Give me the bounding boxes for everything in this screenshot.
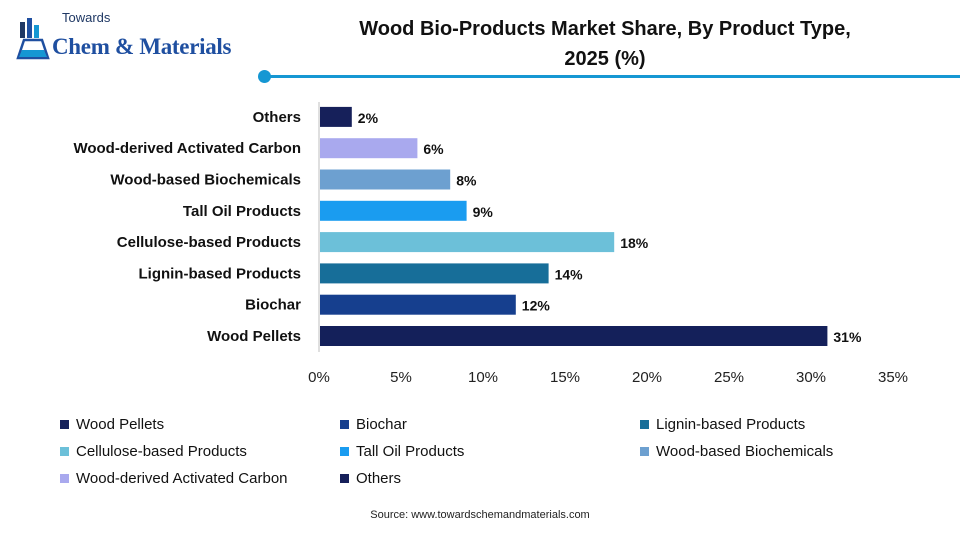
source-note: Source: www.towardschemandmaterials.com xyxy=(370,509,590,521)
bar-biochar xyxy=(320,294,516,315)
x-tick-label: 35% xyxy=(878,369,908,386)
legend-swatch xyxy=(640,420,649,429)
legend-swatch xyxy=(60,474,69,483)
legend-swatch xyxy=(340,447,349,456)
legend-item-cellulose-based-products: Cellulose-based Products xyxy=(60,443,247,460)
value-label-wood-derived-activated-carbon: 6% xyxy=(423,141,444,157)
legend-label: Wood-based Biochemicals xyxy=(656,443,834,460)
chart-title: Wood Bio-Products Market Share, By Produ… xyxy=(300,14,910,74)
brand-logo: Towards Chem & Materials xyxy=(10,8,260,68)
legend-item-others: Others xyxy=(340,470,401,487)
legend-item-lignin-based-products: Lignin-based Products xyxy=(640,416,805,433)
title-rule-dot xyxy=(258,70,271,83)
bar-wood-pellets xyxy=(320,326,828,346)
x-tick-label: 30% xyxy=(796,369,826,386)
bar-chart: Wood Pellets 31% Biochar 12% Lignin-based Pr… xyxy=(73,102,908,386)
category-label-wood-based-biochemicals: Wood-based Biochemicals xyxy=(110,172,301,189)
bar-wood-based-biochemicals xyxy=(320,169,451,190)
legend-item-wood-derived-activated-carbon: Wood-derived Activated Carbon xyxy=(60,470,288,487)
value-label-tall-oil-products: 9% xyxy=(473,204,494,220)
legend-label: Tall Oil Products xyxy=(356,443,465,460)
flask-icon xyxy=(16,18,50,60)
legend-swatch xyxy=(340,420,349,429)
value-label-cellulose-based-products: 18% xyxy=(620,235,649,251)
x-tick-label: 0% xyxy=(308,369,330,386)
value-label-others: 2% xyxy=(358,110,379,126)
logo-subtitle: Towards xyxy=(62,10,111,25)
legend-label: Wood-derived Activated Carbon xyxy=(76,470,288,487)
legend-label: Others xyxy=(356,470,402,487)
legend-label: Biochar xyxy=(356,416,407,433)
bar-others xyxy=(320,106,352,127)
legend-item-biochar: Biochar xyxy=(340,416,407,433)
chart-title-line-2: 2025 (%) xyxy=(564,48,646,70)
bar-cellulose-based-products xyxy=(320,232,615,253)
legend-label: Wood Pellets xyxy=(76,416,165,433)
value-label-wood-pellets: 31% xyxy=(833,329,862,345)
value-label-wood-based-biochemicals: 8% xyxy=(456,173,477,189)
legend-item-tall-oil-products: Tall Oil Products xyxy=(340,443,464,460)
x-tick-label: 15% xyxy=(550,369,580,386)
category-label-wood-derived-activated-carbon: Wood-derived Activated Carbon xyxy=(73,140,301,157)
legend-item-wood-pellets: Wood Pellets xyxy=(60,416,164,433)
x-tick-label: 25% xyxy=(714,369,744,386)
category-label-wood-pellets: Wood Pellets xyxy=(207,328,301,345)
legend-swatch xyxy=(60,420,69,429)
legend-swatch xyxy=(340,474,349,483)
legend-item-wood-based-biochemicals: Wood-based Biochemicals xyxy=(640,443,833,460)
bar-wood-derived-activated-carbon xyxy=(320,138,418,159)
legend-swatch xyxy=(60,447,69,456)
legend-label: Cellulose-based Products xyxy=(76,443,247,460)
category-label-cellulose-based-products: Cellulose-based Products xyxy=(117,234,301,251)
x-tick-label: 20% xyxy=(632,369,662,386)
x-tick-label: 5% xyxy=(390,369,412,386)
x-tick-label: 10% xyxy=(468,369,498,386)
legend-swatch xyxy=(640,447,649,456)
logo-title: Chem & Materials xyxy=(52,34,232,59)
bar-tall-oil-products xyxy=(320,200,467,221)
chart-title-line-1: Wood Bio-Products Market Share, By Produ… xyxy=(359,18,851,40)
value-label-lignin-based-products: 14% xyxy=(555,266,584,282)
legend-label: Lignin-based Products xyxy=(656,416,806,433)
value-label-biochar: 12% xyxy=(522,298,551,314)
category-label-tall-oil-products: Tall Oil Products xyxy=(183,203,301,220)
category-label-others: Others xyxy=(253,109,301,126)
title-rule xyxy=(268,75,960,78)
category-label-biochar: Biochar xyxy=(245,297,301,314)
category-label-lignin-based-products: Lignin-based Products xyxy=(138,265,301,282)
bar-lignin-based-products xyxy=(320,263,549,284)
